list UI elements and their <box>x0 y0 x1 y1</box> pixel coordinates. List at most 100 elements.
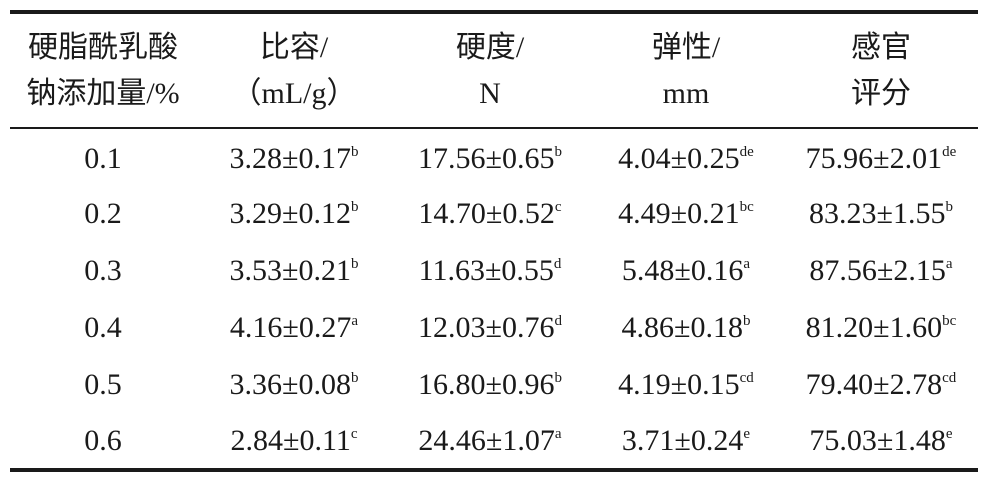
cell-specific-volume: 2.84±0.11c <box>196 413 392 470</box>
significance-letter: a <box>351 312 359 329</box>
header-row: 硬脂酰乳酸 钠添加量/% 比容/ （mL/g） 硬度/ N 弹性/ mm 感官 <box>10 12 978 128</box>
cell-dose: 0.2 <box>84 196 122 230</box>
cell-sensory: 81.20±1.60bc <box>784 299 978 356</box>
cell-value: 14.70±0.52 <box>418 196 555 230</box>
header-specific-volume: 比容/ （mL/g） <box>196 12 392 128</box>
table-row: 0.4 4.16±0.27a 12.03±0.76d 4.86±0.18b 81… <box>10 299 978 356</box>
significance-letter: b <box>350 255 359 272</box>
table-row: 0.6 2.84±0.11c 24.46±1.07a 3.71±0.24e 75… <box>10 413 978 470</box>
header-springiness-line2: mm <box>662 76 710 110</box>
data-table-container: 硬脂酰乳酸 钠添加量/% 比容/ （mL/g） 硬度/ N 弹性/ mm 感官 <box>10 10 978 472</box>
cell-springiness: 4.86±0.18b <box>588 299 784 356</box>
significance-letter: a <box>945 255 953 272</box>
cell-value: 3.28±0.17 <box>229 142 351 175</box>
table-row: 0.3 3.53±0.21b 11.63±0.55d 5.48±0.16a 87… <box>10 242 978 299</box>
cell-springiness: 4.04±0.25de <box>588 128 784 185</box>
header-hardness-line1: 硬度/ <box>455 30 525 64</box>
cell-value: 75.03±1.48 <box>809 423 946 457</box>
header-sensory: 感官 评分 <box>784 12 978 128</box>
significance-letter: a <box>554 425 562 442</box>
cell-value: 4.49±0.21 <box>618 196 740 230</box>
cell-value: 87.56±2.15 <box>809 253 946 287</box>
cell-value: 75.96±2.01 <box>805 142 943 175</box>
cell-value: 16.80±0.96 <box>418 367 555 401</box>
significance-letter: e <box>945 425 953 442</box>
table-row: 0.2 3.29±0.12b 14.70±0.52c 4.49±0.21bc 8… <box>10 185 978 242</box>
cell-dose: 0.5 <box>84 367 122 401</box>
significance-letter: b <box>554 144 562 160</box>
cell-sensory: 79.40±2.78cd <box>784 356 978 413</box>
significance-letter: bc <box>739 198 754 215</box>
significance-letter: d <box>553 255 562 272</box>
significance-letter: cd <box>739 369 754 386</box>
cell-springiness: 3.71±0.24e <box>588 413 784 470</box>
header-dose-line2: 钠添加量/% <box>26 76 180 110</box>
significance-letter: de <box>739 144 754 160</box>
significance-letter: b <box>350 198 359 215</box>
cell-value: 12.03±0.76 <box>418 310 555 344</box>
significance-letter: b <box>742 312 751 329</box>
cell-hardness: 12.03±0.76d <box>392 299 588 356</box>
cell-sensory: 75.03±1.48e <box>784 413 978 470</box>
header-hardness-line2: N <box>479 76 501 110</box>
cell-specific-volume: 3.53±0.21b <box>196 242 392 299</box>
cell-hardness: 14.70±0.52c <box>392 185 588 242</box>
cell-value: 2.84±0.11 <box>230 423 351 457</box>
significance-letter: de <box>942 144 957 160</box>
cell-value: 79.40±2.78 <box>805 367 943 401</box>
cell-value: 3.36±0.08 <box>229 367 351 401</box>
cell-hardness: 16.80±0.96b <box>392 356 588 413</box>
header-dose: 硬脂酰乳酸 钠添加量/% <box>10 12 196 128</box>
cell-sensory: 87.56±2.15a <box>784 242 978 299</box>
cell-value: 4.16±0.27 <box>229 310 352 344</box>
table-row: 0.1 3.28±0.17b 17.56±0.65b 4.04±0.25de 7… <box>10 128 978 185</box>
cell-sensory: 83.23±1.55b <box>784 185 978 242</box>
significance-letter: b <box>554 369 562 386</box>
cell-value: 11.63±0.55 <box>418 253 554 287</box>
header-springiness: 弹性/ mm <box>588 12 784 128</box>
cell-hardness: 17.56±0.65b <box>392 128 588 185</box>
significance-letter: cd <box>942 369 957 386</box>
cell-dose: 0.4 <box>84 310 122 344</box>
header-springiness-line1: 弹性/ <box>651 30 721 64</box>
header-specific-volume-line1: 比容/ <box>259 30 329 64</box>
cell-value: 3.29±0.12 <box>229 196 351 230</box>
significance-letter: e <box>743 425 751 442</box>
cell-value: 24.46±1.07 <box>418 423 555 457</box>
significance-letter: c <box>350 425 358 442</box>
results-table: 硬脂酰乳酸 钠添加量/% 比容/ （mL/g） 硬度/ N 弹性/ mm 感官 <box>10 10 978 472</box>
cell-value: 4.86±0.18 <box>621 310 743 344</box>
cell-springiness: 4.19±0.15cd <box>588 356 784 413</box>
cell-value: 4.19±0.15 <box>618 367 740 401</box>
cell-springiness: 4.49±0.21bc <box>588 185 784 242</box>
cell-springiness: 5.48±0.16a <box>588 242 784 299</box>
cell-value: 3.53±0.21 <box>229 253 351 287</box>
cell-specific-volume: 4.16±0.27a <box>196 299 392 356</box>
cell-hardness: 11.63±0.55d <box>392 242 588 299</box>
cell-value: 5.48±0.16 <box>621 253 744 287</box>
cell-specific-volume: 3.28±0.17b <box>196 128 392 185</box>
header-sensory-line2: 评分 <box>851 76 911 110</box>
header-sensory-line1: 感官 <box>851 30 911 64</box>
significance-letter: d <box>554 312 562 329</box>
cell-value: 17.56±0.65 <box>418 142 555 175</box>
cell-dose: 0.3 <box>84 253 122 287</box>
significance-letter: a <box>743 255 751 272</box>
cell-sensory: 75.96±2.01de <box>784 128 978 185</box>
cell-dose: 0.1 <box>84 142 122 175</box>
significance-letter: b <box>945 198 953 215</box>
significance-letter: b <box>350 144 359 160</box>
cell-value: 81.20±1.60 <box>805 310 943 344</box>
header-hardness: 硬度/ N <box>392 12 588 128</box>
cell-value: 83.23±1.55 <box>809 196 946 230</box>
cell-value: 3.71±0.24 <box>621 423 744 457</box>
cell-hardness: 24.46±1.07a <box>392 413 588 470</box>
cell-dose: 0.6 <box>84 423 122 457</box>
header-specific-volume-line2: （mL/g） <box>231 76 357 110</box>
cell-specific-volume: 3.36±0.08b <box>196 356 392 413</box>
cell-specific-volume: 3.29±0.12b <box>196 185 392 242</box>
significance-letter: b <box>350 369 359 386</box>
significance-letter: bc <box>942 312 957 329</box>
significance-letter: c <box>554 198 562 215</box>
table-row: 0.5 3.36±0.08b 16.80±0.96b 4.19±0.15cd 7… <box>10 356 978 413</box>
